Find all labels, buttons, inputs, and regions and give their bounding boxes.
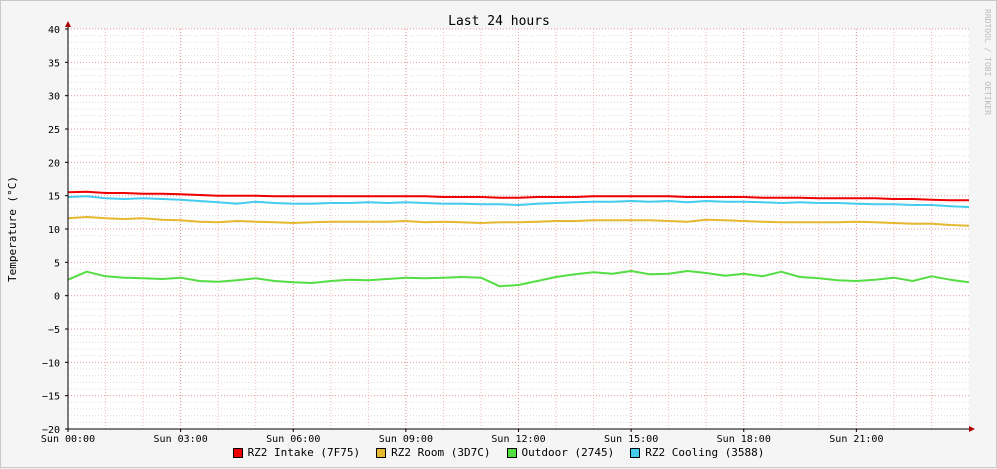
- y-tick-label: 15: [48, 192, 60, 203]
- chart-title: Last 24 hours: [448, 14, 550, 29]
- y-tick-label: 5: [54, 258, 60, 269]
- x-tick-label: Sun 00:00: [41, 434, 95, 445]
- y-tick-label: −5: [48, 325, 60, 336]
- series-line-1: [67, 190, 969, 202]
- watermark: RRDTOOL / TOBI OETIKER: [983, 9, 992, 115]
- legend-label: Outdoor (2745): [521, 446, 615, 459]
- axes: [65, 21, 975, 432]
- x-tick-label: Sun 09:00: [379, 434, 433, 445]
- series-line-3: [67, 270, 970, 288]
- legend-swatch: [506, 447, 517, 458]
- y-tick-label: −20: [42, 425, 60, 436]
- y-tick-label: 10: [48, 225, 60, 236]
- y-tick-label: −10: [42, 358, 60, 369]
- y-tick-labels: 40 35 30 25 20 15 10 5 0 −5 −10 −15 −20: [42, 25, 68, 436]
- y-axis-label: Temperature (°C): [6, 176, 19, 282]
- legend-item: RZ2 Cooling (3588): [630, 446, 764, 459]
- series-layer: [67, 190, 970, 288]
- y-tick-label: 0: [54, 292, 60, 303]
- x-tick-label: Sun 21:00: [829, 434, 883, 445]
- y-axis-arrow: [65, 21, 71, 27]
- legend-swatch: [232, 447, 243, 458]
- series-line-4: [67, 195, 970, 208]
- x-axis-arrow: [969, 426, 975, 432]
- legend-item: Outdoor (2745): [506, 446, 615, 459]
- legend-swatch: [630, 447, 641, 458]
- legend-label: RZ2 Intake (7F75): [247, 446, 361, 459]
- x-tick-label: Sun 18:00: [717, 434, 771, 445]
- x-tick-label: Sun 12:00: [491, 434, 545, 445]
- y-tick-label: 25: [48, 125, 60, 136]
- y-tick-label: 35: [48, 58, 60, 69]
- legend-item: RZ2 Room (3D7C): [376, 446, 491, 459]
- legend-swatch: [376, 447, 387, 458]
- series-line-2: [67, 216, 970, 227]
- legend-label: RZ2 Room (3D7C): [391, 446, 491, 459]
- x-tick-label: Sun 06:00: [266, 434, 320, 445]
- legend-item: RZ2 Intake (7F75): [232, 446, 361, 459]
- legend-label: RZ2 Cooling (3588): [645, 446, 765, 459]
- y-tick-label: 40: [48, 25, 60, 36]
- legend: RZ2 Intake (7F75) RZ2 Room (3D7C) Outdoor …: [1, 446, 996, 459]
- y-tick-label: −15: [42, 392, 60, 403]
- y-tick-label: 20: [48, 158, 60, 169]
- x-tick-label: Sun 03:00: [154, 434, 208, 445]
- y-tick-label: 30: [48, 92, 60, 103]
- x-tick-label: Sun 15:00: [604, 434, 658, 445]
- x-tick-labels: Sun 00:00 Sun 03:00 Sun 06:00 Sun 09:00 Sun …: [41, 429, 883, 445]
